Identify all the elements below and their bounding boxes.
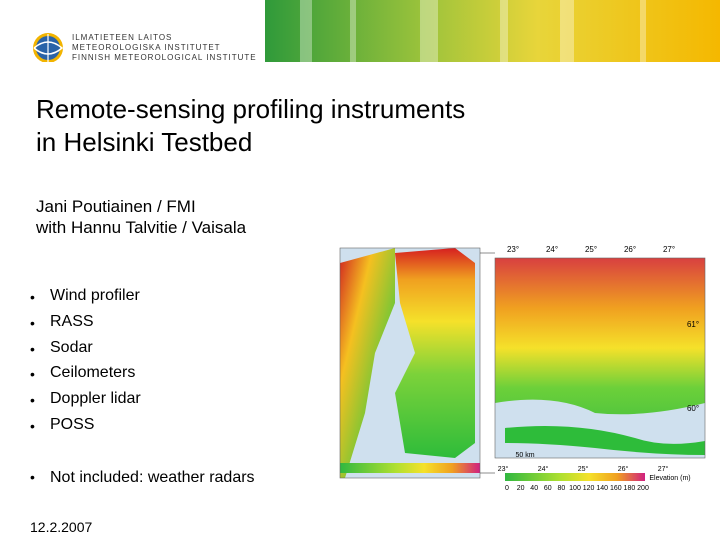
longitude-label: 23° bbox=[498, 465, 509, 473]
longitude-label: 25° bbox=[585, 245, 597, 254]
longitude-label: 25° bbox=[578, 465, 589, 473]
legend-tick: 120 bbox=[583, 485, 595, 492]
legend-tick: 40 bbox=[530, 485, 538, 492]
legend-tick: 20 bbox=[517, 485, 525, 492]
bullet-dot: • bbox=[30, 418, 35, 434]
legend-tick: 100 bbox=[569, 485, 581, 492]
legend-tick: 160 bbox=[610, 485, 622, 492]
maps: 23° 24° 25° 26° 27° 23° 24° 25° 26° 27° 61° 60° 50 k… bbox=[339, 245, 706, 492]
legend-tick: 60 bbox=[544, 485, 552, 492]
bullet-dot: • bbox=[30, 289, 35, 305]
title: Remote-sensing profiling instruments bbox=[36, 94, 466, 124]
bullet: Doppler lidar bbox=[50, 390, 141, 408]
date: 12.2.2007 bbox=[30, 519, 93, 535]
legend-tick: 180 bbox=[624, 485, 636, 492]
bullet: Ceilometers bbox=[50, 364, 136, 382]
subtitle: Jani Poutiainen / FMI bbox=[36, 197, 196, 216]
subtitle: with Hannu Talvitie / Vaisala bbox=[36, 218, 247, 237]
longitude-label: 26° bbox=[618, 465, 629, 473]
bullet-dot: • bbox=[30, 392, 35, 409]
legend-tick: 80 bbox=[558, 485, 566, 492]
title: in Helsinki Testbed bbox=[36, 127, 253, 157]
longitude-label: 24° bbox=[546, 245, 558, 254]
legend-tick: 140 bbox=[596, 485, 608, 492]
bullet-dot: • bbox=[30, 340, 35, 357]
logo-text: FINNISH METEOROLOGICAL INSTITUTE bbox=[72, 53, 257, 62]
bullet-dot: • bbox=[30, 469, 35, 485]
legend-tick: 200 bbox=[637, 485, 649, 492]
bullet: Sodar bbox=[50, 338, 93, 356]
longitude-label: 27° bbox=[658, 465, 669, 473]
bullet: POSS bbox=[50, 416, 95, 433]
latitude-label: 61° bbox=[687, 320, 699, 329]
scale-label: 50 km bbox=[515, 452, 534, 459]
bullet-dot: • bbox=[30, 314, 35, 331]
longitude-label: 24° bbox=[538, 465, 549, 473]
header-band bbox=[33, 0, 720, 62]
logo-text: METEOROLOGISKA INSTITUTET bbox=[72, 43, 221, 52]
longitude-label: 27° bbox=[663, 245, 675, 254]
longitude-label: 26° bbox=[624, 245, 636, 254]
longitude-label: 23° bbox=[507, 245, 519, 254]
bullet: Wind profiler bbox=[50, 287, 140, 304]
bullet: RASS bbox=[50, 312, 94, 330]
legend-tick: 0 bbox=[505, 485, 509, 492]
legend-title: Elevation (m) bbox=[649, 475, 690, 482]
bullet-dot: • bbox=[30, 366, 35, 383]
latitude-label: 60° bbox=[687, 404, 699, 413]
logo-text: ILMATIETEEN LAITOS bbox=[72, 33, 173, 42]
bullet: Not included: weather radars bbox=[50, 469, 255, 486]
